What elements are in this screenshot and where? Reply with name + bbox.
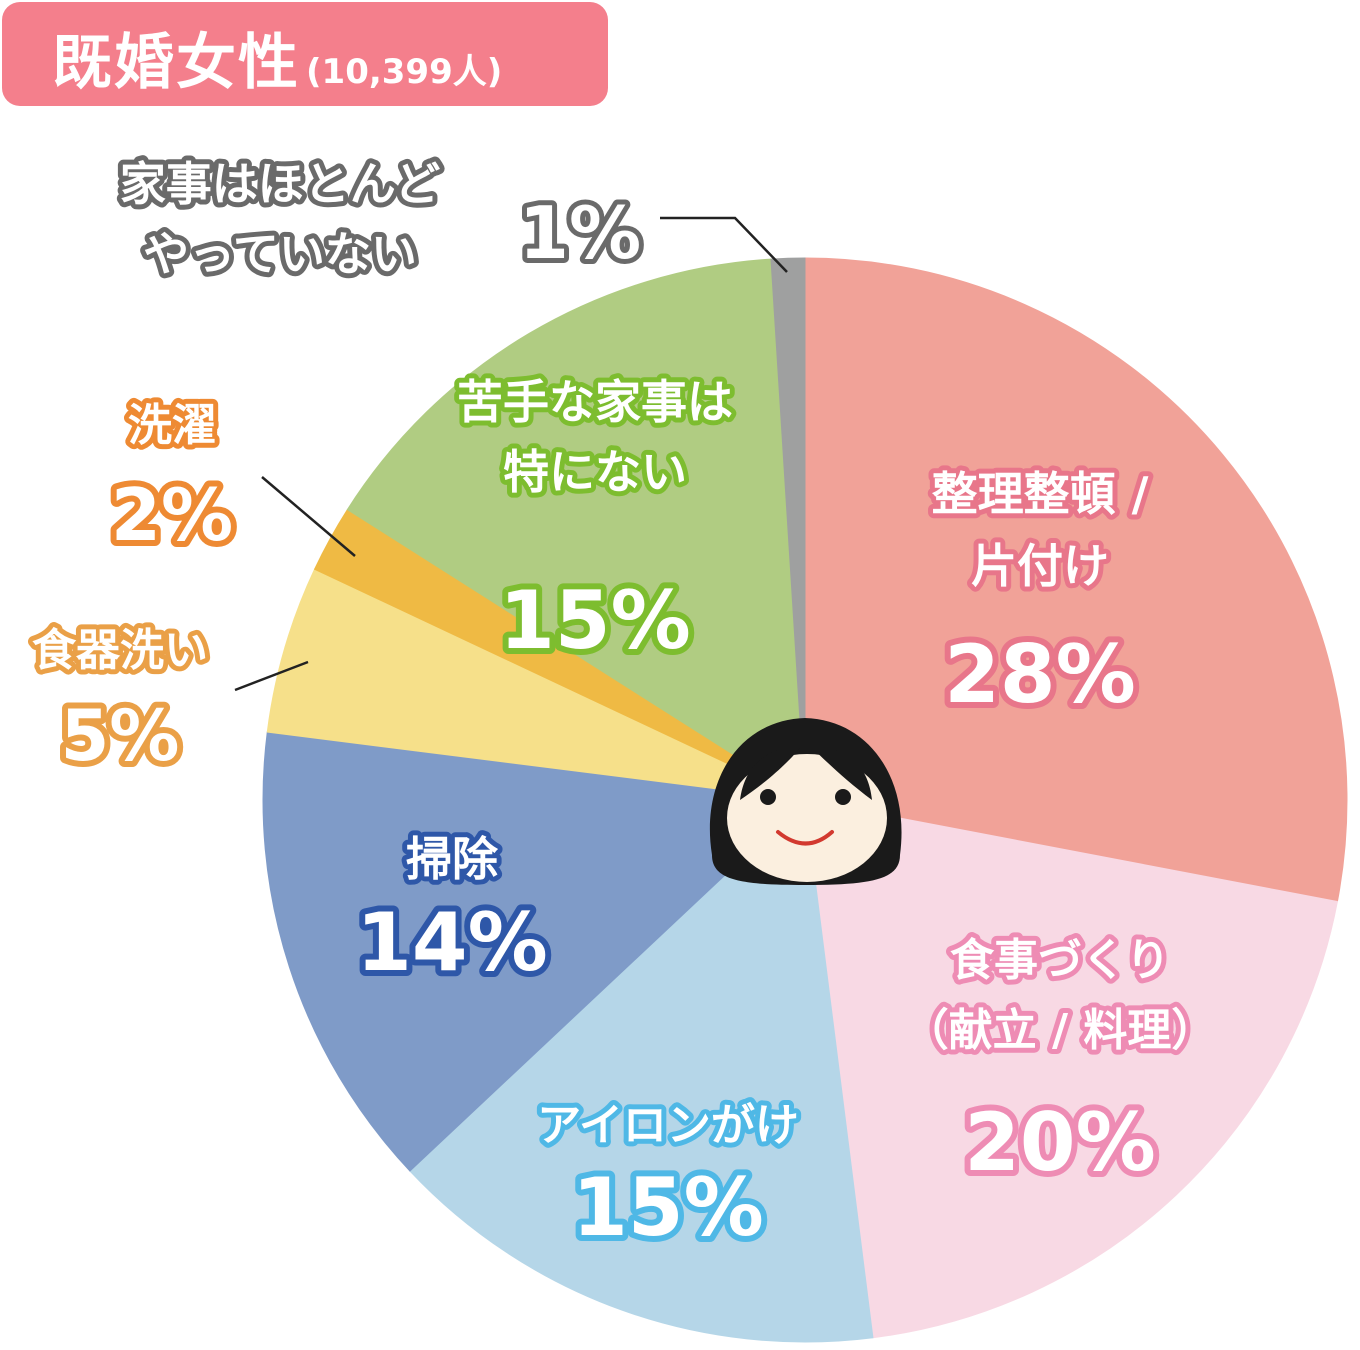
leader-line bbox=[261, 476, 356, 557]
slice-label: 整理整頓 / bbox=[932, 467, 1149, 521]
left-eye bbox=[760, 789, 776, 805]
slice-value-label: 15% bbox=[499, 574, 690, 667]
slice-value-label: 1% bbox=[519, 191, 641, 275]
slice-label: 食事づくり bbox=[950, 935, 1170, 986]
title-badge: 既婚女性 (10,399人) bbox=[2, 2, 608, 106]
pie-slice bbox=[262, 731, 807, 1172]
respondent-count: (10,399人) bbox=[306, 52, 503, 92]
pie-slice bbox=[266, 568, 806, 801]
leader-lines bbox=[234, 216, 788, 692]
slice-value-label: 15% bbox=[572, 1161, 763, 1254]
slice-label: 特にない bbox=[503, 445, 687, 499]
pie-slice bbox=[804, 799, 1338, 1339]
slice-label: 掃除 bbox=[406, 832, 499, 886]
slice-value-label: 28% bbox=[944, 628, 1135, 721]
right-eye bbox=[835, 789, 851, 805]
pie-slice bbox=[804, 257, 1348, 903]
chart-title: 既婚女性 (10,399人) bbox=[52, 14, 502, 101]
slice-label: 片付け bbox=[971, 539, 1109, 593]
slice-labels: 整理整頓 / 片付け 28% 食事づくり （献立 / 料理） 20% アイロンがけ 15% 掃除… bbox=[27, 152, 1220, 1260]
face-shape bbox=[727, 754, 887, 882]
slice-label: （献立 / 料理） bbox=[905, 1005, 1216, 1056]
slice-label: やっていない bbox=[143, 227, 417, 281]
slice-value-label: 5% bbox=[61, 695, 180, 777]
bangs-left bbox=[740, 747, 800, 800]
leader-line bbox=[660, 216, 788, 273]
slice-label: 食器洗い bbox=[32, 625, 208, 676]
pie-slice bbox=[409, 798, 874, 1343]
pie-slice bbox=[346, 258, 806, 801]
woman-face-icon bbox=[709, 718, 902, 885]
slice-value-label: 14% bbox=[356, 896, 547, 989]
mouth bbox=[776, 830, 834, 846]
slice-label: 家事はほとんど bbox=[120, 157, 441, 211]
slice-label: 苦手な家事は bbox=[457, 375, 733, 429]
bangs-right bbox=[812, 747, 872, 800]
slice-value-label: 20% bbox=[964, 1096, 1155, 1189]
leader-line bbox=[234, 660, 309, 692]
slice-label: アイロンがけ bbox=[537, 1100, 799, 1151]
slice-value-label: 2% bbox=[111, 473, 233, 557]
pie-slices bbox=[262, 257, 1348, 1343]
slice-label: 洗濯 bbox=[128, 400, 216, 451]
chart-title-text: 既婚女性 bbox=[52, 28, 300, 98]
pie-slice bbox=[770, 257, 806, 801]
